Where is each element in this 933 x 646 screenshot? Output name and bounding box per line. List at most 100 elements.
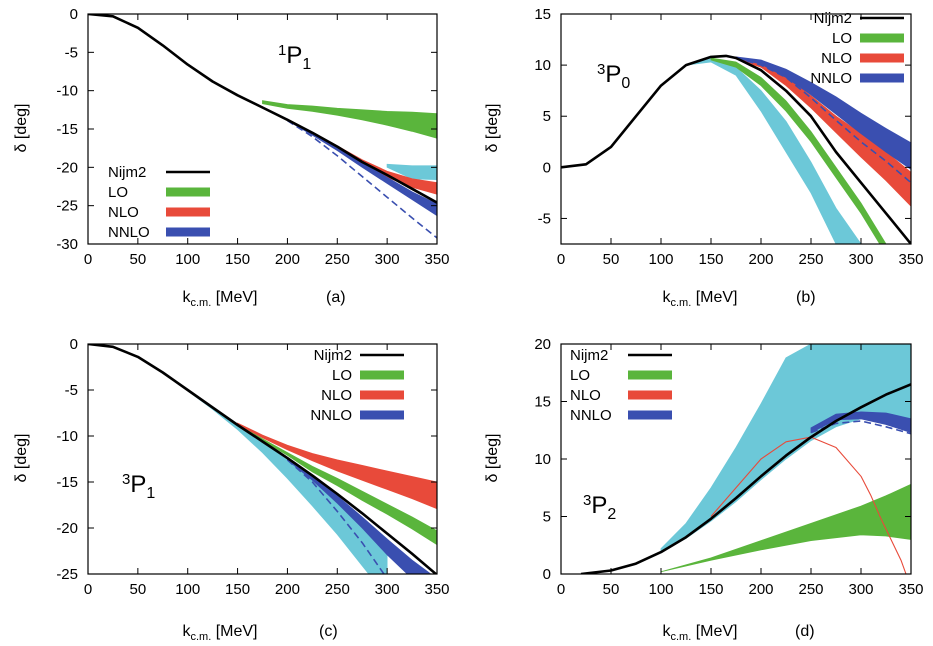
panel-c-ytick-label: 0: [70, 336, 78, 353]
panel-d-title: 3P2: [583, 492, 616, 524]
panel-c-ytick-label: -20: [56, 520, 78, 537]
panel-d-nlo-thin: [710, 436, 907, 574]
panel-a-tag: (a): [326, 289, 346, 306]
panel-c-legend-label-nijm2: Nijm2: [314, 347, 352, 364]
panel-d-legend-label-nlo: NLO: [570, 387, 601, 404]
panel-c-xtick-label: 100: [175, 581, 200, 598]
panel-d: 0 50 100 150 200 250 300 35005101520Nijm2LONLON…: [484, 336, 924, 643]
panel-a-xtick-label: 200: [275, 251, 300, 268]
panel-c-ytick-label: -15: [56, 474, 78, 491]
panel-c-xtick-label: 50: [130, 581, 147, 598]
panel-c-xtick-label: 300: [375, 581, 400, 598]
panel-b-ytick-label: 5: [543, 108, 551, 125]
panel-a-ytick-label: -20: [56, 159, 78, 176]
panel-d-xtick-label: 350: [898, 581, 923, 598]
panel-c-curves: [88, 344, 437, 574]
panel-c-nijm2-line: [88, 344, 437, 574]
panel-c-legend-label-nnlo: NNLO: [310, 407, 352, 424]
panel-a-ytick-label: -25: [56, 198, 78, 215]
panel-a-legend-label-nnlo: NNLO: [108, 224, 150, 241]
panel-a-xtick-label: 300: [375, 251, 400, 268]
panel-b-legend-label-nnlo: NNLO: [810, 70, 852, 87]
panel-a-xtick-label: 250: [325, 251, 350, 268]
panel-d-legend-label-nijm2: Nijm2: [570, 347, 608, 364]
panel-d-ytick-label: 5: [543, 509, 551, 526]
panel-a-legend-label-nijm2: Nijm2: [108, 164, 146, 181]
panel-c-ylabel: δ [deg]: [13, 434, 30, 483]
panel-a-legend-label-nlo: NLO: [108, 204, 139, 221]
panel-c-xtick-label: 200: [275, 581, 300, 598]
panel-a-xtick-label: 50: [130, 251, 147, 268]
panel-d-ytick-label: 10: [534, 451, 551, 468]
panel-d-legend: Nijm2 LO NLO NNLO: [570, 347, 672, 424]
panel-c-xtick-label: 150: [225, 581, 250, 598]
panel-b-xtick-label: 0: [557, 251, 565, 268]
panel-a-ytick-label: -30: [56, 236, 78, 253]
panel-d-lo-band: [660, 483, 911, 573]
panel-b-ytick-label: -5: [538, 210, 551, 227]
panel-d-xtick-label: 300: [848, 581, 873, 598]
panel-d-extra-band: [660, 344, 911, 553]
panel-a-ytick-label: -5: [65, 44, 78, 61]
panel-d-ytick-label: 20: [534, 336, 551, 353]
panel-b-legend-label-lo: LO: [832, 30, 852, 47]
panel-c-tag: (c): [319, 623, 338, 640]
panel-b-lo-band: [710, 57, 887, 244]
panel-a-lo-band: [262, 100, 437, 139]
panel-d-legend-label-nnlo: NNLO: [570, 407, 612, 424]
panel-a-xtick-label: 0: [84, 251, 92, 268]
panel-b-frame: [560, 13, 912, 245]
panel-a-legend: Nijm2 LO NLO NNLO: [108, 164, 210, 241]
panel-d-ylabel: δ [deg]: [484, 434, 501, 483]
panel-a-legend-label-lo: LO: [108, 184, 128, 201]
panel-a-frame: [87, 13, 438, 245]
panel-a-ylabel: δ [deg]: [13, 104, 30, 153]
panel-b-xtick-label: 50: [603, 251, 620, 268]
panel-a-curves: [88, 14, 437, 239]
panel-c-ytick-label: -5: [65, 382, 78, 399]
panel-b-ylabel: δ [deg]: [484, 104, 501, 153]
panel-b-title: 3P0: [597, 61, 630, 93]
panel-a-ytick-label: 0: [70, 6, 78, 23]
panel-a-xtick-label: 150: [225, 251, 250, 268]
panel-a-xtick-label: 350: [424, 251, 449, 268]
panel-b-legend-label-nijm2: Nijm2: [814, 10, 852, 27]
panel-d-xtick-label: 200: [748, 581, 773, 598]
panel-c-nnlo-dashed-dashed: [286, 459, 385, 574]
panel-a-ytick-label: -10: [56, 83, 78, 100]
panel-d-ytick-label: 15: [534, 394, 551, 411]
panel-b-nijm2-line: [561, 54, 911, 244]
panel-b-nnlo-dashed-dashed: [735, 57, 911, 184]
panel-c-legend-label-lo: LO: [332, 367, 352, 384]
panel-c-ytick-label: -10: [56, 428, 78, 445]
panel-a: 0 50 100 150 200 250 300 350-30-25-20-15-10-50N…: [13, 6, 450, 309]
panel-c-legend-label-nlo: NLO: [321, 387, 352, 404]
panel-a-xtick-label: 100: [175, 251, 200, 268]
panel-c-xtick-label: 0: [84, 581, 92, 598]
panel-c-xlabel: kc.m. [MeV]: [182, 623, 257, 643]
panel-b-nlo-band: [735, 56, 911, 207]
panel-b-xtick-label: 200: [748, 251, 773, 268]
panel-d-tag: (d): [795, 623, 815, 640]
panel-b-curves: [561, 54, 911, 244]
panel-b-xtick-label: 300: [848, 251, 873, 268]
panel-d-xtick-label: 150: [698, 581, 723, 598]
panel-a-nijm2-line: [88, 14, 437, 204]
panel-c-xtick-label: 350: [424, 581, 449, 598]
panel-a-title: 1P1: [278, 42, 311, 74]
panel-b-xtick-label: 250: [798, 251, 823, 268]
panel-b-xtick-label: 100: [648, 251, 673, 268]
panel-d-curves: [580, 344, 911, 574]
panel-c-lo-band: [237, 423, 437, 546]
panel-b-ytick-label: 15: [534, 6, 551, 23]
panel-b-xtick-label: 350: [898, 251, 923, 268]
panel-c: 0 50 100 150 200 250 300 350 -25 -20 -15 -10 -5 0 Nijm…: [13, 336, 450, 643]
panel-c-xtick-label: 250: [325, 581, 350, 598]
panel-a-ytick-label: -15: [56, 121, 78, 138]
panel-c-ytick-label: -25: [56, 566, 78, 583]
panel-c-title: 3P1: [122, 471, 155, 503]
panel-c-nnlo-band: [287, 457, 432, 574]
panel-b-legend-label-nlo: NLO: [821, 50, 852, 67]
